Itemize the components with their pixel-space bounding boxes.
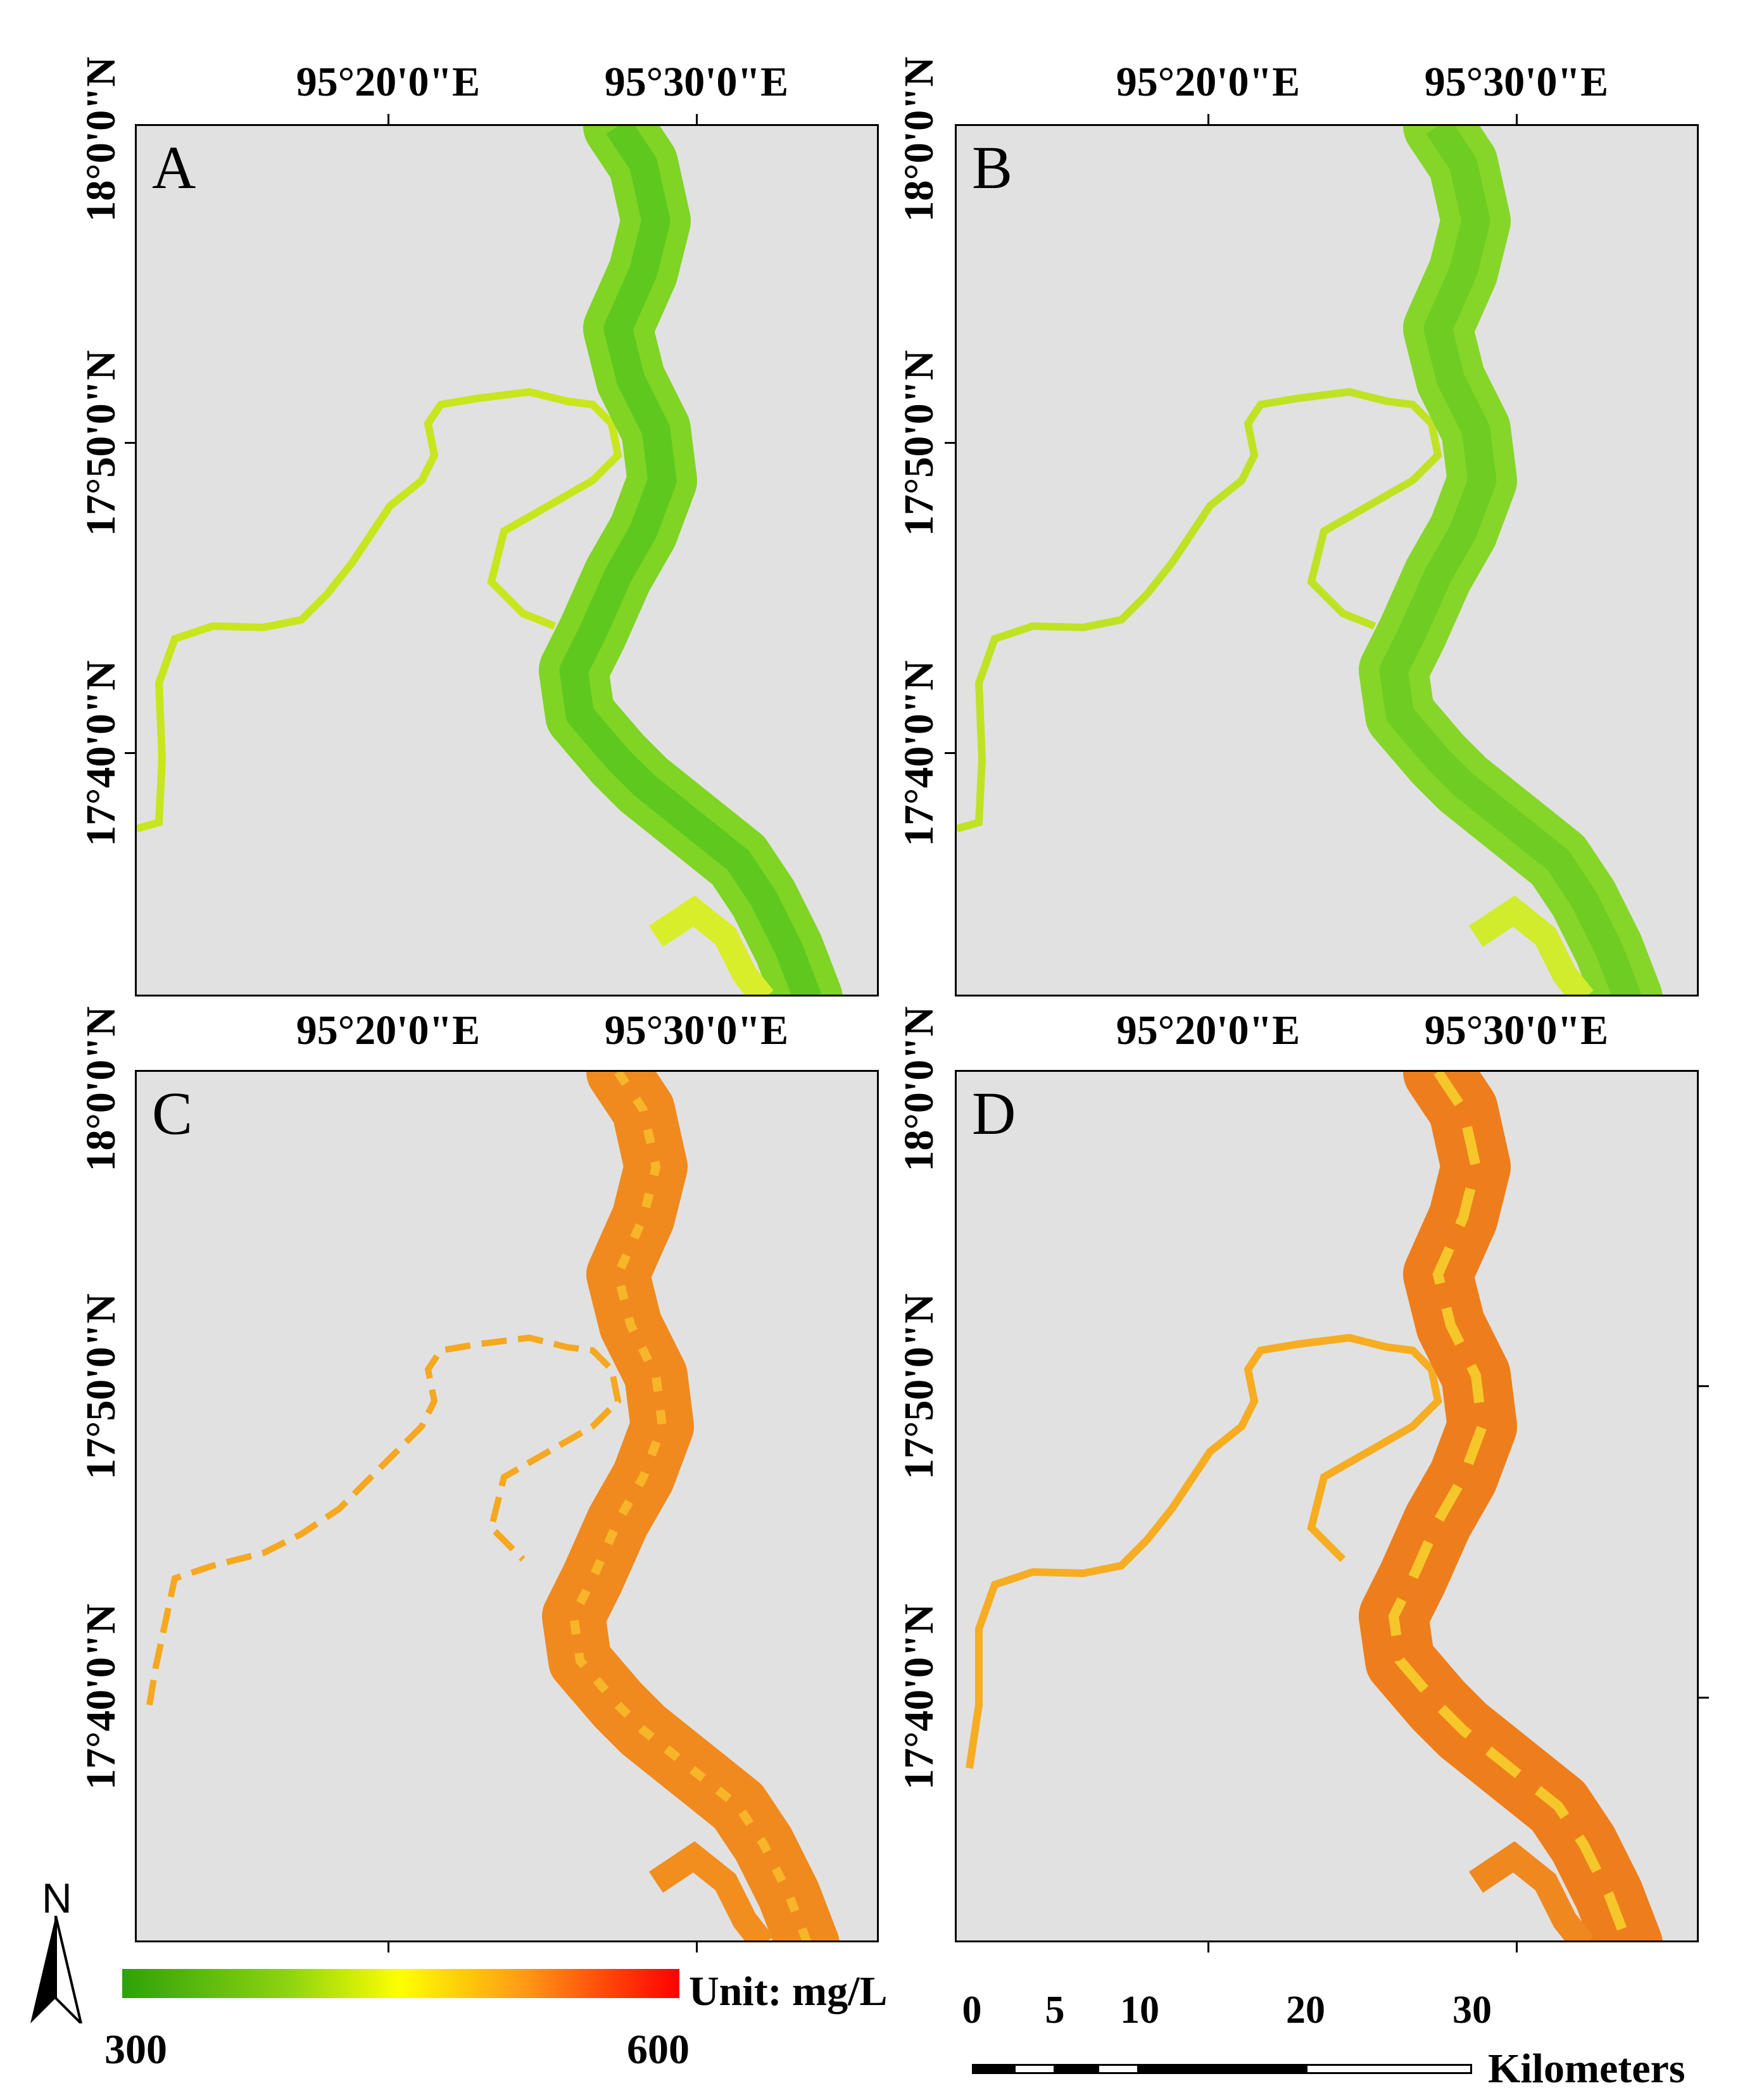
legend-min: 300 (104, 2027, 167, 2073)
river-delta-edge (648, 1841, 774, 1940)
scale-segment (1139, 2064, 1306, 2074)
tick-mark (1516, 114, 1518, 124)
north-arrow-icon (30, 1916, 83, 2023)
scale-tick-label: 0 (962, 1989, 982, 2032)
lat-label-a-1: 18°0'0"N (78, 56, 124, 222)
panel-label-d: D (972, 1079, 1016, 1147)
tick-mark (945, 442, 955, 444)
river-tributary (966, 1333, 1442, 1769)
lat-label-a-3: 17°40'0"N (78, 660, 124, 847)
river-tributary (146, 1334, 622, 1706)
lat-label-b-3: 17°40'0"N (896, 660, 942, 847)
river-main-inner (1379, 126, 1642, 995)
panel-label-c: C (152, 1079, 193, 1147)
scale-segment (1014, 2064, 1055, 2074)
panel-label-b: B (972, 134, 1013, 201)
lat-label-a-2: 17°50'0"N (78, 349, 124, 537)
lat-label-b-2: 17°50'0"N (896, 349, 942, 537)
river-map-a (137, 126, 843, 995)
tick-mark (387, 1942, 389, 1952)
river-delta-edge (1468, 1841, 1594, 1940)
river-tributary (137, 387, 622, 833)
tick-mark (696, 114, 698, 124)
lon-label-a-2: 95°30'0"E (604, 59, 789, 105)
scale-segment (1306, 2064, 1472, 2074)
river-main-channel (539, 126, 843, 995)
scale-tick-label: 20 (1286, 1989, 1325, 2032)
lon-label-d-2: 95°30'0"E (1424, 1007, 1609, 1053)
scale-segment (972, 2064, 1014, 2074)
tick-mark (1699, 1697, 1709, 1699)
river-map-d (966, 1072, 1663, 1940)
scale-tick-label: 5 (1045, 1989, 1065, 2032)
lat-label-d-1: 18°0'0"N (896, 1006, 942, 1172)
scale-segment (1055, 2064, 1097, 2074)
north-arrow: N (30, 1874, 106, 2026)
tick-mark (125, 752, 135, 754)
lat-label-d-3: 17°40'0"N (896, 1603, 942, 1790)
map-panel-d: D (955, 1070, 1699, 1942)
tick-mark (1516, 1942, 1518, 1952)
tick-mark (1699, 1385, 1709, 1387)
river-delta-edge (1468, 895, 1594, 995)
lat-label-d-2: 17°50'0"N (896, 1293, 942, 1480)
legend-max: 600 (627, 2027, 690, 2073)
lon-label-b-1: 95°20'0"E (1116, 59, 1301, 105)
river-delta-edge (648, 895, 774, 995)
tick-mark (125, 442, 135, 444)
lon-label-c-1: 95°20'0"E (296, 1007, 481, 1053)
map-panel-a: A (135, 124, 879, 997)
river-main-channel (1359, 1072, 1663, 1940)
river-main-inner (1388, 1072, 1632, 1940)
lat-label-c-3: 17°40'0"N (78, 1603, 124, 1790)
north-arrow-label: N (42, 1875, 72, 1921)
lat-label-c-2: 17°50'0"N (78, 1293, 124, 1480)
tick-mark (696, 1942, 698, 1952)
panel-label-a: A (152, 134, 196, 201)
tick-mark (945, 752, 955, 754)
scale-tick-label: 10 (1120, 1989, 1159, 2032)
lat-label-c-1: 18°0'0"N (78, 1006, 124, 1172)
tick-mark (1207, 1942, 1209, 1952)
scale-segment (1097, 2064, 1139, 2074)
lat-label-b-1: 18°0'0"N (896, 56, 942, 222)
legend-color-ramp (122, 1969, 679, 1998)
river-main-inner (559, 126, 822, 995)
river-tributary (957, 387, 1442, 833)
river-map-c (146, 1072, 840, 1940)
legend-unit: Unit: mg/L (689, 1968, 888, 2015)
lon-label-a-1: 95°20'0"E (296, 59, 481, 105)
scale-unit: Kilometers (1488, 2046, 1685, 2092)
tick-mark (1207, 114, 1209, 124)
river-main-channel (542, 1072, 840, 1940)
scale-tick-label: 30 (1452, 1989, 1492, 2032)
lon-label-b-2: 95°30'0"E (1424, 59, 1609, 105)
map-panel-c: C (135, 1070, 879, 1942)
lon-label-c-2: 95°30'0"E (604, 1007, 789, 1053)
river-main-channel (1359, 126, 1663, 995)
tick-mark (387, 114, 389, 124)
lon-label-d-1: 95°20'0"E (1116, 1007, 1301, 1053)
scale-bar: 0 5 10 20 30 Kilometers (962, 1988, 1748, 2096)
river-main-inner (569, 1072, 812, 1940)
river-map-b (957, 126, 1663, 995)
map-panel-b: B (955, 124, 1699, 997)
